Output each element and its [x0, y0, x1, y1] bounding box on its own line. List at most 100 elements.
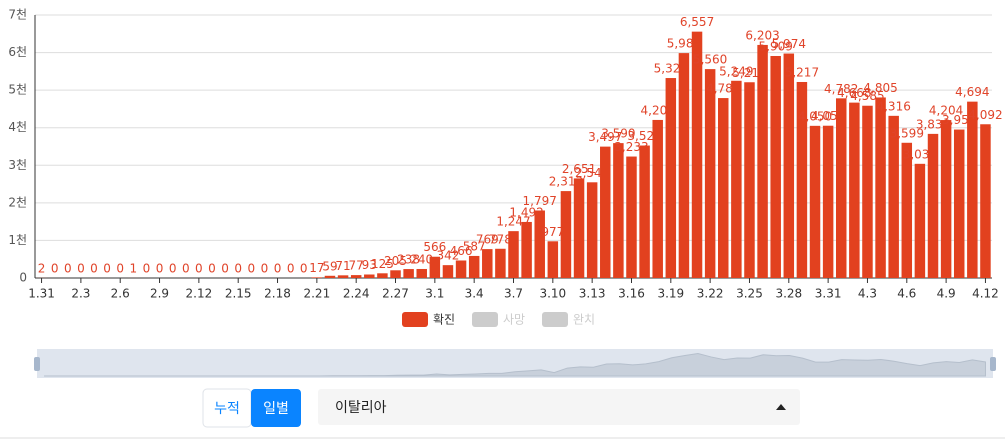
bar: [337, 275, 349, 278]
value-label: 4,050: [798, 109, 832, 123]
value-label: 0: [51, 262, 59, 276]
y-tick-label: 4천: [8, 119, 27, 134]
value-label: 3,590: [601, 127, 635, 141]
button-label[interactable]: 일별: [263, 401, 289, 417]
bar: [718, 98, 729, 278]
y-tick-label: 6천: [8, 44, 27, 59]
x-tick-label: 3.19: [657, 287, 684, 301]
value-label: 4,092: [968, 108, 1002, 122]
bar: [586, 182, 598, 278]
bar: [796, 81, 808, 278]
bar: [691, 31, 703, 279]
bar: [678, 53, 690, 278]
value-label: 2: [38, 261, 46, 275]
bar: [547, 241, 559, 278]
value-label: 587: [463, 239, 486, 253]
zoom-handle[interactable]: [990, 357, 996, 371]
legend-label: 확진: [433, 313, 455, 327]
x-tick-label: 3.4: [465, 287, 484, 301]
y-tick-label: 5천: [8, 82, 27, 97]
value-label: 3,497: [588, 130, 622, 144]
value-label: 1: [130, 261, 138, 275]
x-tick-label: 2.18: [264, 287, 291, 301]
bar: [573, 178, 585, 278]
value-label: 238: [397, 253, 420, 267]
bar: [403, 269, 414, 278]
value-label: 5,974: [772, 37, 806, 51]
bar: [626, 156, 637, 278]
value-label: 205: [384, 254, 407, 268]
value-label: 6,557: [680, 15, 714, 29]
x-tick-label: 2.24: [343, 287, 370, 301]
value-label: 4,805: [863, 81, 897, 95]
value-label: 2,651: [562, 162, 596, 176]
x-tick-label: 3.28: [775, 287, 802, 301]
bar: [875, 97, 886, 278]
bar: [809, 125, 821, 278]
x-tick-label: 2.9: [150, 287, 169, 301]
dropdown-caret[interactable]: [776, 404, 786, 410]
value-label: 0: [156, 262, 164, 276]
value-label: 769: [476, 233, 499, 247]
x-tick-label: 2.15: [225, 287, 252, 301]
bar: [757, 44, 768, 278]
x-tick-label: 2.6: [111, 287, 130, 301]
zoom-handle[interactable]: [34, 357, 40, 371]
bar: [442, 265, 454, 278]
value-label: 0: [182, 262, 190, 276]
bar: [468, 255, 480, 278]
bar: [416, 268, 427, 278]
bar: [534, 210, 545, 278]
button-label[interactable]: 누적: [214, 401, 240, 417]
x-tick-label: 2.21: [303, 287, 330, 301]
bar: [704, 69, 716, 278]
dropdown-label[interactable]: 이탈리아: [335, 400, 387, 416]
x-tick-label: 4.9: [937, 287, 956, 301]
x-tick-label: 3.7: [504, 287, 523, 301]
value-label: 0: [77, 262, 85, 276]
legend-label: 완치: [573, 313, 595, 327]
bar: [901, 142, 913, 278]
x-tick-label: 2.27: [382, 287, 409, 301]
value-label: 5,249: [719, 64, 753, 78]
value-label: 77: [349, 259, 364, 273]
bar: [835, 98, 847, 278]
legend-swatch: [542, 312, 568, 327]
x-tick-label: 2.12: [186, 287, 213, 301]
value-label: 977: [541, 225, 564, 239]
value-label: 0: [261, 262, 269, 276]
y-tick-label: 0: [19, 271, 27, 285]
bar: [311, 277, 323, 278]
bar: [967, 101, 978, 279]
y-tick-label: 1천: [8, 232, 27, 247]
bar: [364, 274, 375, 278]
x-tick-label: 1.31: [28, 287, 55, 301]
value-label: 0: [116, 262, 124, 276]
value-label: 566: [423, 240, 446, 254]
legend-swatch: [402, 312, 428, 327]
bar: [862, 105, 873, 278]
value-label: 466: [450, 244, 473, 258]
x-tick-label: 3.1: [425, 287, 444, 301]
value-label: 6,203: [745, 28, 779, 42]
x-tick-label: 3.25: [736, 287, 763, 301]
x-tick-label: 3.16: [618, 287, 645, 301]
bar: [495, 248, 506, 278]
button[interactable]: [251, 389, 301, 427]
bar: [324, 275, 336, 278]
value-label: 93: [362, 258, 377, 272]
bar: [455, 260, 467, 278]
bar: [980, 124, 991, 278]
bar: [600, 146, 611, 278]
value-label: 0: [169, 262, 177, 276]
value-label: 0: [234, 262, 242, 276]
bar: [940, 120, 952, 278]
bar: [521, 221, 532, 278]
bar: [914, 163, 926, 278]
value-label: 4,782: [824, 82, 858, 96]
bar: [888, 115, 899, 279]
dropdown[interactable]: [318, 389, 800, 425]
zoom-area: [44, 353, 986, 377]
value-label: 0: [90, 262, 98, 276]
